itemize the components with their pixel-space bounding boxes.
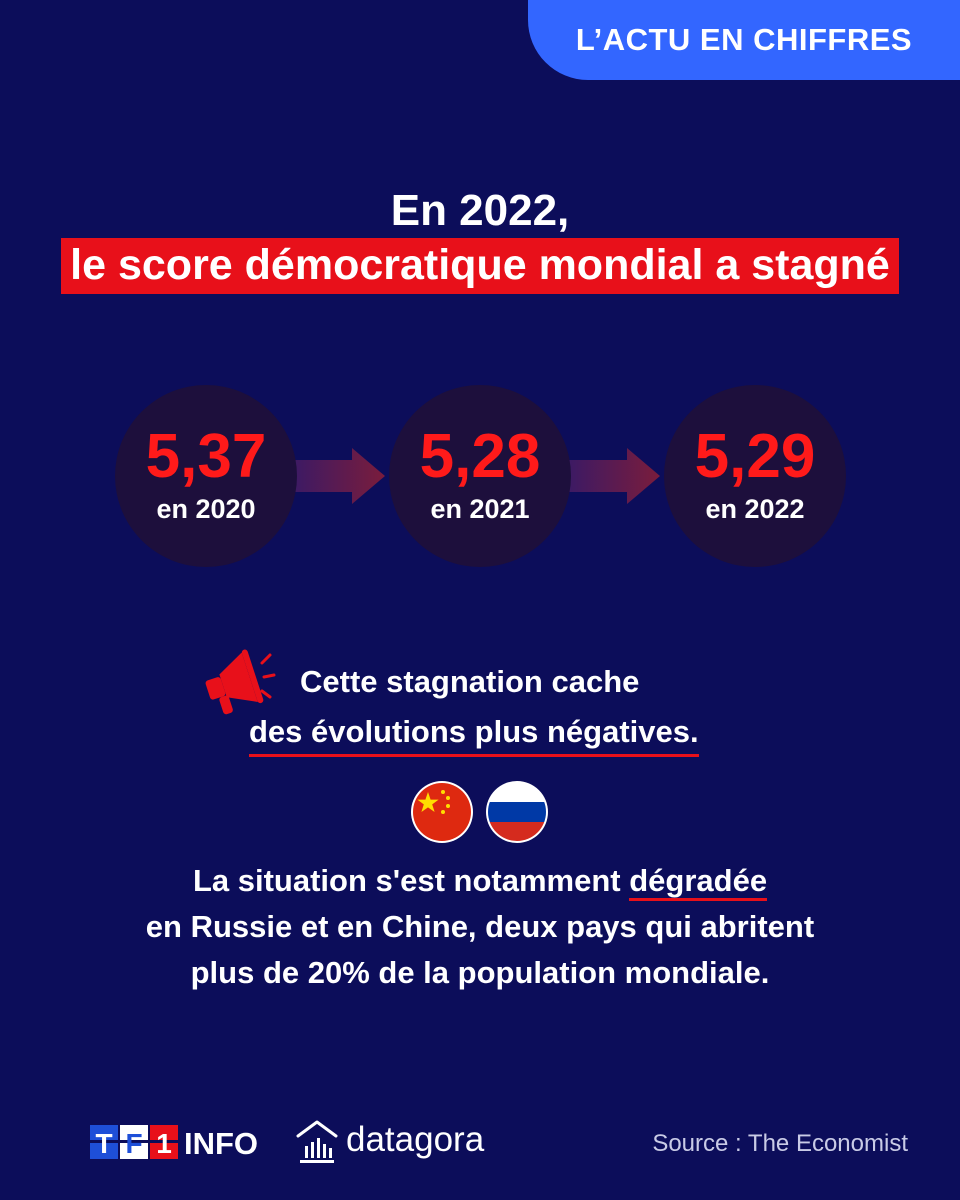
score-year: en 2020 — [156, 494, 256, 524]
situation-text: La situation s'est notamment dégradée en… — [0, 858, 960, 996]
stagnation-text-line-2: des évolutions plus négatives. — [249, 714, 699, 757]
progression-arrows — [290, 448, 660, 504]
title-highlight: le score démocratique mondial a stagné — [61, 238, 899, 294]
score-circle-2022: 5,29 en 2022 — [664, 385, 846, 567]
situation-line-3: plus de 20% de la population mondiale. — [190, 955, 770, 990]
section-tag: L’ACTU EN CHIFFRES — [528, 0, 960, 80]
score-circle-2021: 5,28 en 2021 — [389, 385, 571, 567]
situation-line-1-text: La situation s'est notamment — [192, 863, 630, 898]
datagora-logo-text: datagora — [346, 1120, 485, 1159]
title-line-1: En 2022, — [390, 186, 570, 235]
score-year: en 2022 — [705, 494, 805, 524]
svg-text:INFO: INFO — [184, 1126, 258, 1159]
arrow-right-icon — [565, 448, 660, 504]
svg-text:F: F — [125, 1128, 142, 1159]
score-circle-2020: 5,37 en 2020 — [115, 385, 297, 567]
china-flag-icon — [411, 781, 473, 843]
stagnation-text-line-1: Cette stagnation cache — [300, 664, 640, 699]
underlined-word: dégradée — [629, 863, 768, 901]
tf1-info-logo: T F 1 INFO — [90, 1125, 258, 1159]
score-value: 5,37 — [145, 422, 267, 491]
score-year: en 2021 — [430, 494, 530, 524]
arrow-right-icon — [290, 448, 385, 504]
megaphone-icon — [205, 649, 276, 715]
svg-text:1: 1 — [156, 1128, 172, 1159]
datagora-icon — [296, 1120, 338, 1163]
score-value: 5,29 — [694, 422, 816, 491]
situation-line-2: en Russie et en Chine, deux pays qui abr… — [145, 909, 815, 944]
svg-text:T: T — [95, 1128, 112, 1159]
score-value: 5,28 — [419, 422, 541, 491]
russia-flag-icon — [486, 781, 548, 843]
situation-line-1: La situation s'est notamment dégradée — [0, 858, 960, 904]
source-credit: Source : The Economist — [652, 1130, 908, 1157]
